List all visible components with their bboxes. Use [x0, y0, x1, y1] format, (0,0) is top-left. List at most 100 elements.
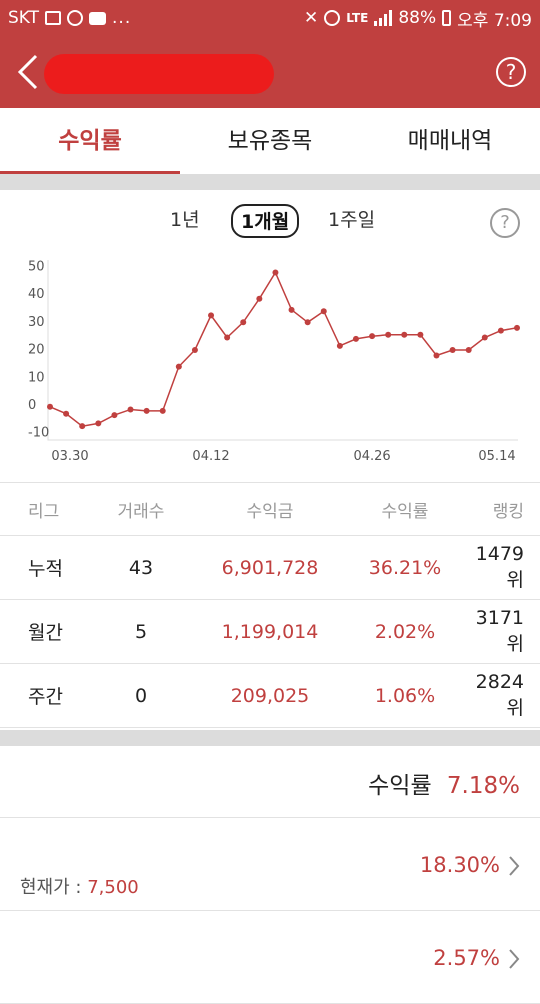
tab-returns[interactable]: 수익률 — [0, 108, 180, 174]
data-point — [514, 324, 520, 331]
data-point — [352, 335, 359, 342]
header-league: 리그 — [28, 501, 60, 522]
data-point — [143, 407, 150, 414]
battery-label: 88% — [398, 8, 437, 28]
row-trades: 5 — [134, 620, 148, 643]
row-rank: 3171위 — [475, 607, 524, 655]
table-row: 주간 0 209,025 1.06% 2824위 — [0, 664, 540, 728]
header-rank: 랭킹 — [492, 501, 524, 522]
row-rank: 2824위 — [475, 671, 524, 719]
league-table: 리그 거래수 수익금 수익률 랭킹 누적 43 6,901,728 36.21%… — [0, 482, 540, 728]
signal-icon — [374, 10, 393, 26]
data-point — [127, 406, 134, 413]
status-bar: SKT ... ✕ LTE 88% 오후 7:09 — [0, 0, 540, 36]
period-1-year[interactable]: 1년 — [170, 209, 200, 231]
help-icon[interactable]: ? — [496, 57, 526, 87]
holding-return-rate: 18.30% — [419, 853, 500, 877]
tab-trade-history[interactable]: 매매내역 — [407, 128, 493, 154]
clock-label: 오후 7:09 — [457, 10, 532, 31]
row-league: 주간 — [28, 686, 63, 708]
alarm-icon — [324, 10, 341, 26]
data-point — [272, 269, 279, 276]
app-bar: ? — [0, 36, 540, 108]
more-notifications-indicator: ... — [112, 8, 132, 28]
table-row: 월간 5 1,199,014 2.02% 3171위 — [0, 600, 540, 664]
y-tick-label: 0 — [28, 398, 36, 413]
carrier-label: SKT — [8, 8, 40, 28]
header-profit: 수익금 — [246, 501, 294, 522]
data-point — [79, 423, 86, 430]
data-point — [385, 331, 392, 338]
data-point — [191, 347, 198, 353]
data-point — [497, 327, 504, 334]
period-1-month[interactable]: 1개월 — [231, 204, 300, 238]
x-tick-label: 03.30 — [51, 449, 88, 464]
y-tick-label: 40 — [28, 287, 45, 302]
data-point — [224, 334, 231, 341]
row-rate: 1.06% — [374, 684, 436, 707]
data-point — [95, 420, 102, 427]
header-rate: 수익률 — [381, 501, 429, 522]
table-header-row: 리그 거래수 수익금 수익률 랭킹 — [0, 482, 540, 536]
data-point — [288, 306, 295, 313]
y-tick-label: 10 — [28, 370, 45, 385]
header-trades: 거래수 — [117, 501, 165, 522]
y-tick-label: 30 — [28, 315, 45, 330]
gallery-notification-icon — [45, 11, 62, 25]
row-league: 누적 — [28, 558, 63, 580]
tab-bar: 수익률 보유종목 매매내역 — [0, 108, 540, 174]
holding-list-item[interactable]: 2.57% — [0, 912, 540, 1004]
data-point — [369, 333, 376, 340]
lte-label: LTE — [346, 11, 369, 25]
row-profit: 1,199,014 — [221, 620, 319, 643]
return-summary: 수익률 7.18% — [0, 746, 540, 818]
period-help-icon[interactable]: ? — [490, 208, 520, 238]
y-tick-label: 20 — [28, 343, 45, 358]
redacted-account-title — [44, 54, 274, 94]
current-price-value: 7,500 — [87, 877, 139, 898]
holding-list-item[interactable]: 현재가 : 7,500 18.30% — [0, 819, 540, 911]
row-rank: 1479위 — [475, 543, 524, 591]
y-tick-label: 50 — [28, 260, 45, 275]
row-trades: 0 — [134, 684, 148, 707]
x-tick-label: 05.14 — [478, 449, 515, 464]
data-point — [481, 334, 488, 341]
period-selector: 1년 1개월 1주일 ? — [0, 200, 540, 244]
data-point — [175, 363, 182, 370]
summary-label: 수익률 — [368, 773, 432, 799]
data-point — [465, 347, 472, 353]
data-point — [47, 403, 53, 410]
section-divider — [0, 174, 540, 190]
mute-icon: ✕ — [304, 8, 319, 28]
x-tick-label: 04.26 — [353, 449, 390, 464]
summary-value: 7.18% — [446, 773, 520, 799]
data-point — [401, 331, 408, 338]
tab-holdings[interactable]: 보유종목 — [227, 128, 313, 154]
row-profit: 209,025 — [230, 684, 310, 707]
sync-notification-icon — [67, 10, 84, 26]
data-point — [63, 410, 70, 417]
row-trades: 43 — [128, 556, 154, 579]
message-notification-icon — [89, 11, 107, 25]
current-price-label: 현재가 : — [20, 877, 88, 898]
row-rate: 36.21% — [368, 556, 442, 579]
chart-axes — [47, 260, 518, 441]
data-point — [208, 312, 215, 319]
table-row: 누적 43 6,901,728 36.21% 1479위 — [0, 536, 540, 600]
data-point — [449, 347, 456, 353]
data-point — [417, 331, 424, 338]
battery-icon — [442, 10, 452, 26]
chevron-right-icon — [509, 949, 520, 969]
data-point — [336, 342, 343, 349]
data-point — [111, 412, 118, 419]
row-league: 월간 — [28, 622, 63, 644]
chevron-right-icon — [509, 856, 520, 876]
row-profit: 6,901,728 — [221, 556, 319, 579]
section-divider — [0, 730, 540, 746]
period-1-week[interactable]: 1주일 — [328, 209, 376, 231]
back-arrow-icon[interactable] — [14, 52, 44, 92]
data-point — [433, 352, 440, 359]
returns-series-line — [49, 270, 518, 427]
row-rate: 2.02% — [374, 620, 436, 643]
